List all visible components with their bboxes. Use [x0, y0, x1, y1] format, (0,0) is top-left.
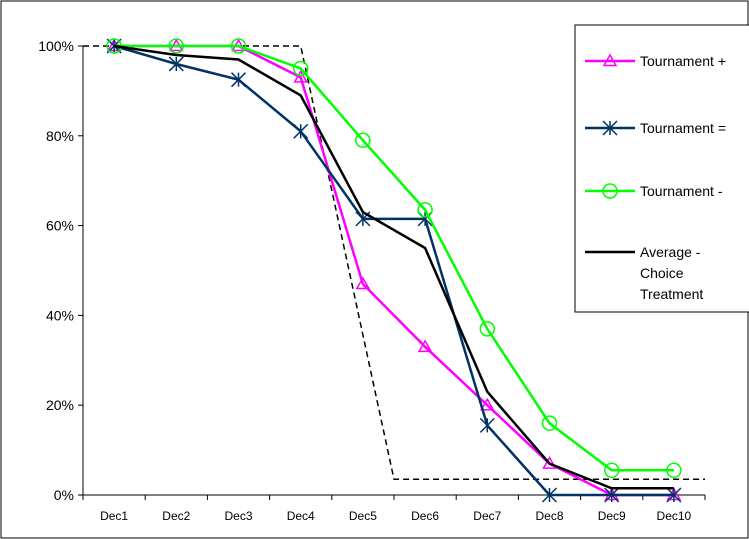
x-tick-label: Dec7 [473, 509, 501, 523]
y-tick-label: 40% [46, 307, 74, 323]
y-tick-label: 60% [46, 218, 74, 234]
y-tick-label: 100% [38, 38, 74, 54]
data-point [355, 276, 371, 290]
data-point [666, 487, 682, 503]
y-tick-label: 20% [46, 397, 74, 413]
x-tick-label: Dec4 [287, 509, 315, 523]
legend-label: Choice [640, 265, 684, 281]
data-point [230, 38, 247, 54]
series-4 [113, 44, 674, 490]
series-3 [106, 38, 682, 479]
legend-item-4: Average - Choice Treatment [585, 244, 703, 302]
data-point [168, 38, 185, 54]
series-line [113, 44, 674, 497]
data-point [479, 417, 495, 433]
x-tick-label: Dec10 [657, 509, 692, 523]
data-point [480, 397, 495, 411]
data-point [541, 415, 558, 431]
x-tick-label: Dec6 [411, 509, 439, 523]
data-point [293, 123, 309, 139]
x-tick-label: Dec2 [162, 509, 190, 523]
data-point [292, 60, 309, 77]
data-point [604, 487, 620, 503]
legend-item-3: Tournament - [585, 183, 723, 199]
legend-label: Tournament + [640, 53, 726, 69]
data-point [230, 72, 247, 88]
data-point [666, 462, 682, 479]
x-tick-label: Dec5 [349, 509, 377, 523]
legend-label: Tournament = [640, 120, 726, 136]
legend-label: Average - [640, 244, 701, 260]
data-point [542, 456, 557, 469]
x-tick-label: Dec1 [100, 509, 128, 523]
data-point [479, 321, 496, 337]
legend-item-2: Tournament = [585, 120, 726, 136]
legend-item-1: Tournament + [585, 53, 726, 69]
data-point [417, 202, 433, 218]
legend-label: Treatment [640, 286, 703, 302]
legend-label: Tournament - [640, 183, 723, 199]
legend-marker [602, 120, 618, 136]
x-tick-label: Dec3 [224, 509, 252, 523]
data-point [293, 69, 308, 83]
y-tick-label: 0% [54, 487, 74, 503]
data-point [355, 132, 371, 149]
legend-box [574, 24, 749, 313]
legend-marker [602, 53, 618, 67]
legend-marker [602, 183, 618, 199]
x-tick-label: Dec8 [535, 509, 563, 523]
data-point [168, 56, 184, 72]
x-tick-label: Dec9 [598, 509, 626, 523]
data-point [417, 339, 433, 353]
y-tick-label: 80% [46, 128, 74, 144]
data-point [541, 487, 558, 503]
series-line [114, 44, 674, 472]
data-point [603, 462, 620, 479]
series-line [113, 44, 674, 490]
